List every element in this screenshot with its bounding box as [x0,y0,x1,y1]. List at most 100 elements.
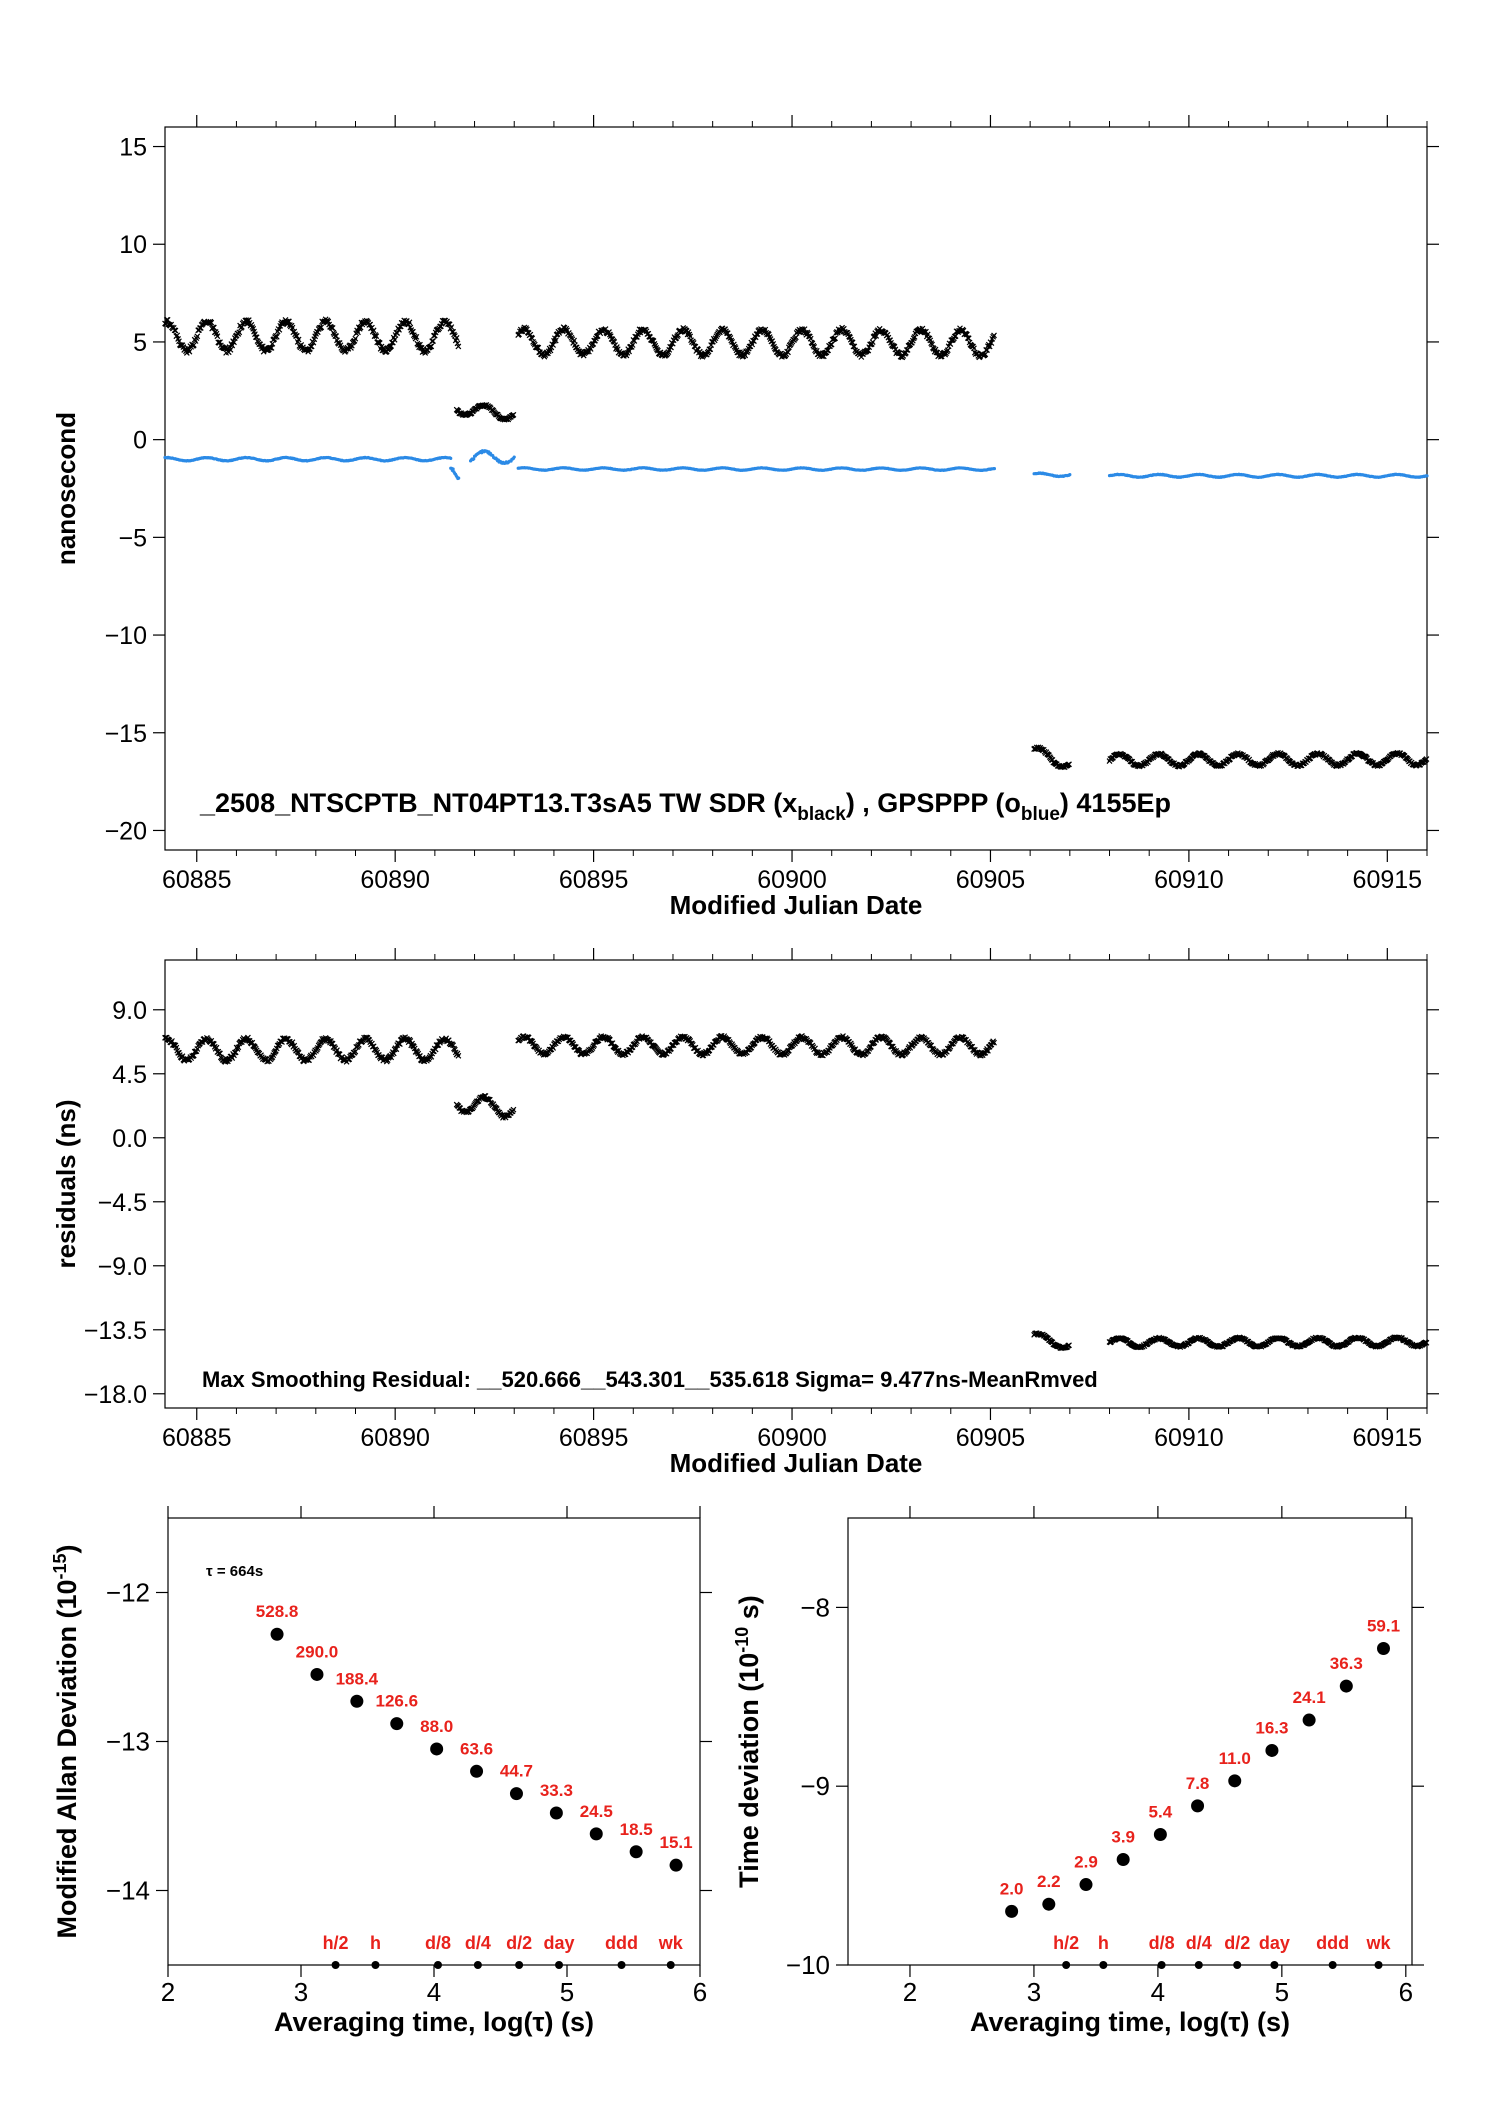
data-segment [468,449,516,466]
data-segment [516,466,997,473]
point-label: 528.8 [256,1602,299,1621]
x-axis-label: Averaging time, log(τ) (s) [274,2007,594,2037]
data-point [350,1694,364,1708]
data-segment [1106,1334,1430,1351]
tdev-plot: 2 3 4 5 6 −8 −9 −10 Averaging time, log(τ) (s) Ti… [732,1506,1424,2037]
data-segment [1032,471,1072,479]
point-label: 2.2 [1037,1872,1061,1891]
point-label: 16.3 [1255,1718,1288,1737]
x-tick-label: 60895 [559,1424,629,1452]
y-tick-label: −9 [800,1771,830,1801]
plot-frame [164,126,1428,851]
data-points [1031,744,1072,771]
plot-frame [167,1517,701,1966]
interval-marker [515,1961,524,1969]
point-label: 63.6 [460,1739,493,1758]
data-points [468,449,516,466]
data-segment [449,466,461,481]
x-tick-label: 60895 [559,866,629,894]
mdev-plot: 2 3 4 5 6 −12 −13 −14 Averaging time, log(τ) (s)… [50,1506,712,2037]
point-label: 33.3 [540,1781,573,1800]
y-tick-label: 5 [133,329,147,357]
interval-label: h [1098,1933,1109,1953]
point-label: 7.8 [1186,1774,1210,1793]
x-tick-label: 60910 [1154,866,1224,894]
data-point [1228,1774,1242,1788]
data-segment [1106,749,1430,770]
x-tick-label: 60885 [162,866,232,894]
x-tick-label: 6 [693,1977,707,2007]
interval-label: wk [1366,1933,1392,1953]
data-segment [515,1032,997,1059]
data-segment [1031,744,1072,771]
x-tick-label: 6 [1399,1977,1413,2007]
interval-label: h/2 [323,1933,349,1953]
data-point [270,1627,284,1641]
data-point [549,1806,563,1820]
data-points [162,1034,462,1065]
x-axis-label: Modified Julian Date [670,890,923,920]
data-segment [1107,472,1429,479]
data-points [1106,1334,1430,1351]
interval-label: ddd [1316,1933,1349,1953]
point-label: 36.3 [1330,1654,1363,1673]
point-label: 15.1 [660,1833,693,1852]
point-label: 2.0 [1000,1879,1024,1898]
point-label: 18.5 [620,1820,653,1839]
residual-annotation: Max Smoothing Residual: __520.666__543.3… [202,1367,1098,1392]
y-tick-label: 15 [119,134,147,162]
data-points [516,466,997,473]
interval-label: d/2 [506,1933,532,1953]
data-segment [1031,1330,1072,1352]
interval-label: d/8 [425,1933,451,1953]
interval-marker [1374,1961,1383,1969]
interval-label: d/2 [1224,1933,1250,1953]
y-tick-label: −15 [105,720,147,748]
data-point [589,1827,603,1841]
data-point [470,1764,484,1778]
data-points [163,455,453,463]
interval-marker [555,1961,564,1969]
x-tick-label: 4 [1151,1977,1165,2007]
y-tick-label: −10 [786,1950,830,1980]
data-points [1031,1330,1072,1352]
point-label: 5.4 [1149,1802,1173,1821]
x-tick-label: 60890 [360,866,430,894]
point-label: 3.9 [1111,1828,1135,1847]
y-tick-label: −4.5 [98,1189,147,1217]
y-tick-label: −18.0 [84,1381,147,1409]
data-segment [453,402,517,423]
data-points [449,466,461,481]
x-axis-label: Averaging time, log(τ) (s) [970,2007,1290,2037]
data-point [1042,1897,1056,1911]
data-points [162,316,462,356]
y-tick-label: 0.0 [112,1125,147,1153]
series-black [162,1032,1430,1352]
data-point [1079,1878,1093,1892]
point-label: 188.4 [336,1669,379,1688]
x-tick-label: 3 [1027,1977,1041,2007]
interval-marker [1157,1961,1166,1969]
y-tick-label: −5 [118,524,147,552]
interval-label: ddd [605,1933,638,1953]
data-point [310,1667,324,1681]
data-segment [163,455,453,463]
point-label: 290.0 [296,1642,339,1661]
x-tick-label: 60915 [1353,866,1423,894]
point-label: 24.1 [1293,1688,1326,1707]
interval-label: day [1259,1933,1290,1953]
interval-label: day [544,1933,575,1953]
y-tick-label: 10 [119,231,147,259]
data-point [1302,1713,1316,1727]
interval-label: wk [658,1933,684,1953]
y-tick-label: −13 [106,1727,150,1757]
tau-note: τ = 664s [206,1563,263,1580]
y-tick-label: 9.0 [112,997,147,1025]
x-tick-label: 4 [427,1977,441,2007]
series-black [162,316,1430,771]
y-axis-label: Time deviation (10-10 s) [732,1595,764,1888]
y-tick-label: 0 [133,427,147,455]
x-tick-label: 60900 [757,866,827,894]
x-tick-label: 3 [294,1977,308,2007]
